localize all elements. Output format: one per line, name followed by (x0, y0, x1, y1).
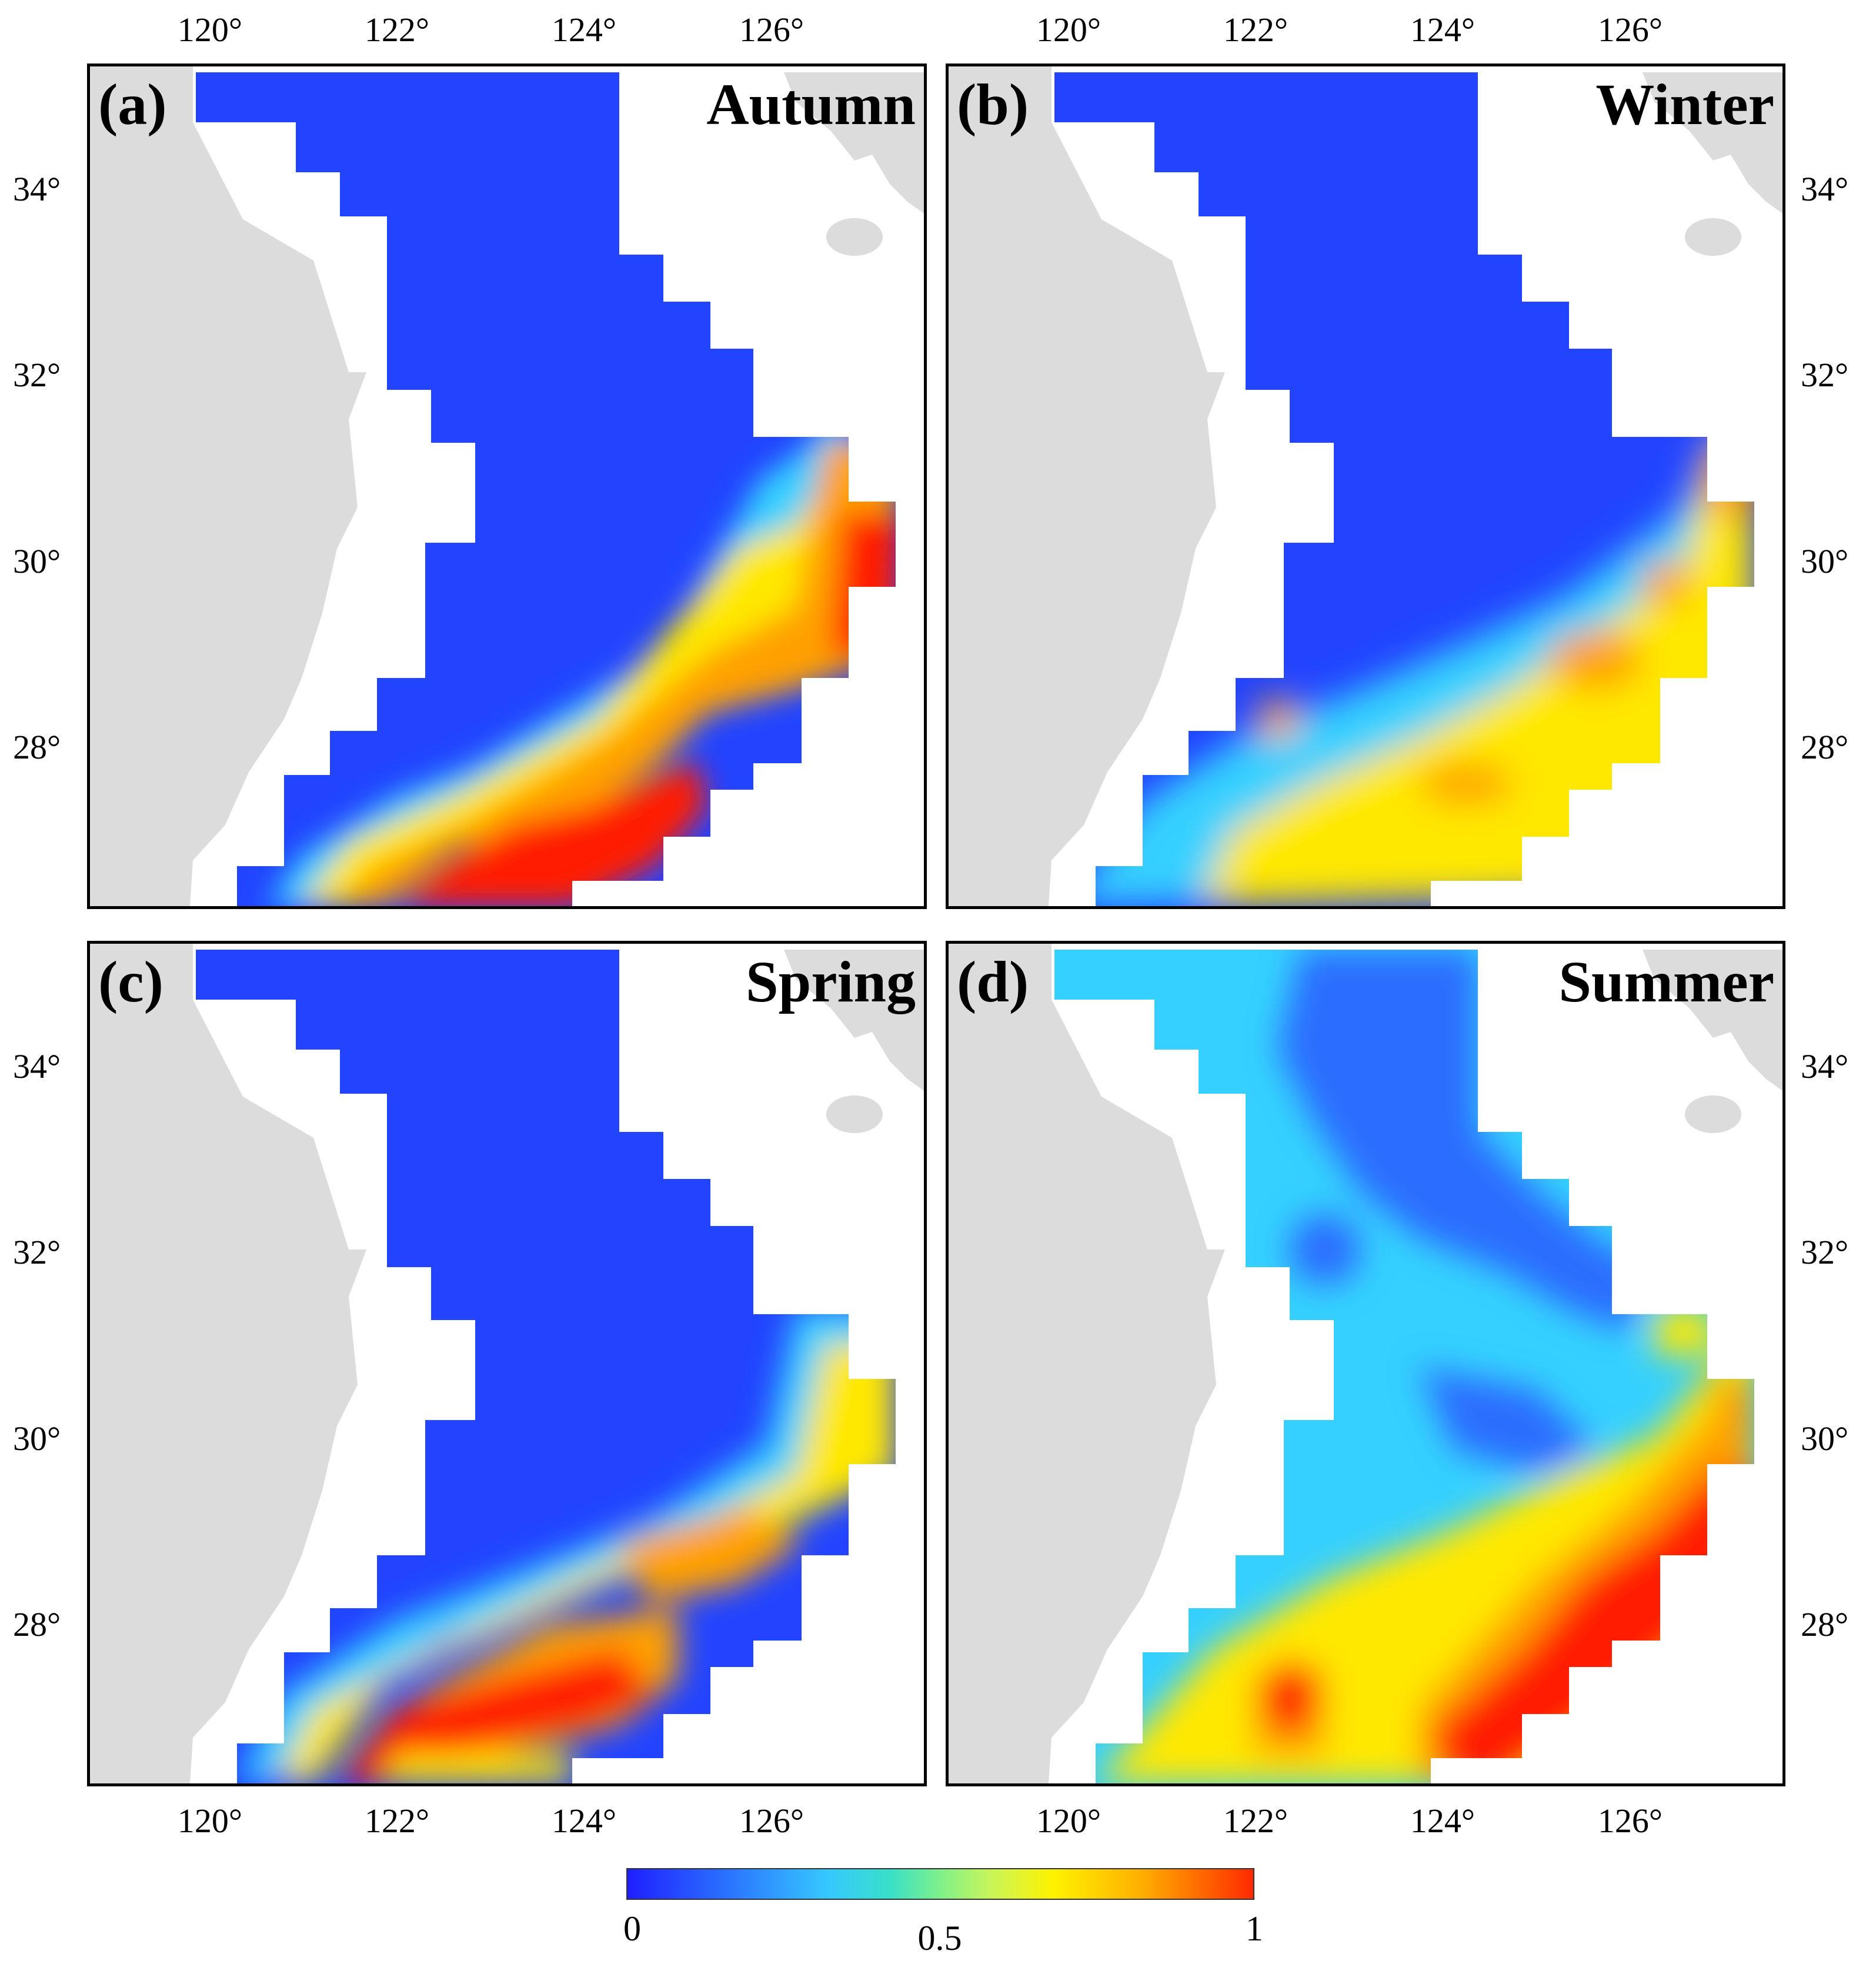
land-korea (1643, 950, 1782, 1091)
lon-tick-bottom-d-124: 124° (1410, 1802, 1476, 1840)
land-jeju (826, 218, 883, 256)
lat-tick-right-d-30: 30° (1801, 1419, 1849, 1458)
lat-tick-right-d-32: 32° (1801, 1233, 1849, 1271)
lon-tick-bottom-c-124: 124° (551, 1802, 617, 1840)
season-title-summer: Summer (1558, 949, 1774, 1014)
panel-autumn: (a) Autumn (87, 64, 927, 909)
lat-tick-left-c-30: 30° (13, 1419, 61, 1458)
lon-tick-top-a-124: 124° (551, 11, 617, 49)
colorbar-mid-label: 0.5 (917, 1919, 962, 1957)
panel-summer: (d) Summer (946, 941, 1785, 1786)
season-title-winter: Winter (1595, 72, 1774, 137)
map-winter (949, 66, 1782, 906)
lon-tick-top-a-120: 120° (177, 11, 243, 49)
land-jeju (1685, 1095, 1741, 1133)
lat-tick-right-b-32: 32° (1801, 356, 1849, 394)
land-jeju (1685, 218, 1741, 256)
land-korea (784, 950, 924, 1091)
lat-tick-right-d-34: 34° (1801, 1047, 1849, 1085)
map-autumn (90, 66, 924, 906)
land-korea (1643, 72, 1782, 213)
lat-tick-right-b-28: 28° (1801, 728, 1849, 766)
lat-tick-left-a-28: 28° (13, 728, 61, 766)
panel-label-b: (b) (957, 72, 1029, 137)
land-mainland (90, 944, 366, 1783)
lon-tick-top-a-126: 126° (739, 11, 805, 49)
lat-tick-left-a-34: 34° (13, 170, 61, 208)
lon-tick-top-b-120: 120° (1036, 11, 1101, 49)
panel-label-a: (a) (98, 72, 167, 137)
lon-tick-bottom-d-126: 126° (1597, 1802, 1663, 1840)
lon-tick-bottom-c-126: 126° (739, 1802, 805, 1840)
panel-label-d: (d) (957, 949, 1029, 1014)
lat-tick-right-b-30: 30° (1801, 542, 1849, 580)
land-korea (784, 72, 924, 213)
map-summer (949, 944, 1782, 1783)
land-mainland (949, 66, 1225, 906)
lon-tick-bottom-d-120: 120° (1036, 1802, 1101, 1840)
panel-winter: (b) Winter (946, 64, 1785, 909)
lat-tick-left-a-30: 30° (13, 542, 61, 580)
map-spring (90, 944, 924, 1783)
land-mainland (90, 66, 366, 906)
lon-tick-bottom-c-122: 122° (364, 1802, 430, 1840)
lat-tick-left-c-28: 28° (13, 1605, 61, 1643)
land-jeju (826, 1095, 883, 1133)
colorbar-min-label: 0 (623, 1909, 641, 1948)
lat-tick-left-c-32: 32° (13, 1233, 61, 1271)
lat-tick-right-d-28: 28° (1801, 1605, 1849, 1643)
panel-spring: (c) Spring (87, 941, 927, 1786)
colorbar-max-label: 1 (1246, 1909, 1263, 1948)
lon-tick-bottom-d-122: 122° (1223, 1802, 1289, 1840)
land-mainland (949, 944, 1225, 1783)
lon-tick-top-a-122: 122° (364, 11, 430, 49)
lat-tick-left-a-32: 32° (13, 356, 61, 394)
lon-tick-bottom-c-120: 120° (177, 1802, 243, 1840)
panel-label-c: (c) (98, 949, 163, 1014)
lon-tick-top-b-126: 126° (1597, 11, 1663, 49)
lon-tick-top-b-124: 124° (1410, 11, 1476, 49)
lat-tick-left-c-34: 34° (13, 1047, 61, 1085)
colorbar (626, 1868, 1254, 1900)
lat-tick-right-b-34: 34° (1801, 170, 1849, 208)
lon-tick-top-b-122: 122° (1223, 11, 1289, 49)
season-title-autumn: Autumn (706, 72, 916, 137)
season-title-spring: Spring (745, 949, 916, 1014)
